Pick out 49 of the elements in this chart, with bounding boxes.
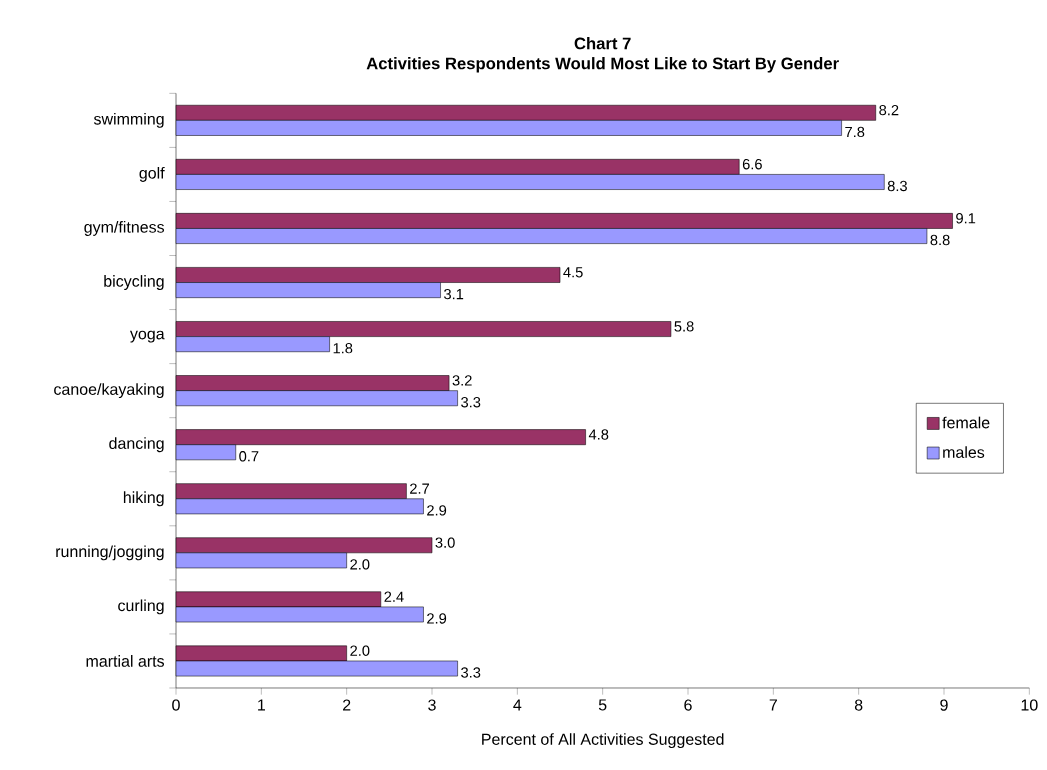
- chart-subtitle: Activities Respondents Would Most Like to Start By Gender: [366, 57, 839, 73]
- x-tick-label: 0: [172, 699, 180, 711]
- x-tick-label: 5: [598, 699, 607, 711]
- x-axis-title: Percent of All Activities Suggested: [482, 733, 724, 749]
- x-tick-label: 3: [428, 699, 436, 711]
- data-label: 3.3: [461, 667, 481, 678]
- data-label: 2.0: [350, 559, 370, 570]
- data-label: 2.0: [350, 645, 370, 656]
- data-label: 2.4: [384, 591, 404, 602]
- data-label: 7.8: [845, 126, 865, 138]
- chart-title: Chart 7: [574, 37, 631, 50]
- data-label: 3.2: [452, 375, 472, 386]
- x-tick-label: 1: [258, 699, 265, 711]
- legend-label: female: [942, 416, 990, 429]
- data-label: 2.9: [427, 505, 447, 516]
- data-label: 8.2: [879, 104, 899, 116]
- x-tick-label: 9: [940, 699, 948, 711]
- x-tick-label: 2: [343, 699, 351, 711]
- y-tick-label: curling: [118, 599, 164, 615]
- y-tick-label: martial arts: [86, 655, 165, 667]
- y-tick-label: gym/fitness: [84, 221, 165, 236]
- data-label: 3.1: [444, 288, 464, 300]
- data-label: 9.1: [956, 213, 976, 224]
- x-tick-label: 10: [1021, 699, 1038, 711]
- data-label: 4.5: [563, 267, 583, 278]
- y-tick-label: golf: [139, 166, 165, 182]
- y-tick-label: swimming: [93, 112, 164, 128]
- y-tick-label: bicycling: [104, 275, 164, 290]
- y-tick-label: yoga: [129, 330, 165, 343]
- x-tick-label: 7: [769, 699, 777, 711]
- data-label: 2.7: [410, 483, 429, 494]
- data-label: 1.8: [333, 342, 353, 354]
- x-tick-label: 6: [684, 699, 692, 711]
- data-label: 3.3: [461, 397, 481, 408]
- y-tick-label: hiking: [123, 491, 164, 507]
- data-label: 8.3: [887, 180, 907, 192]
- y-tick-label: dancing: [109, 437, 164, 453]
- x-tick-label: 4: [513, 699, 522, 711]
- data-label: 0.7: [239, 451, 259, 462]
- y-tick-label: running/jogging: [56, 545, 164, 561]
- data-label: 6.6: [742, 159, 762, 170]
- data-label: 3.0: [435, 537, 455, 548]
- data-label: 4.8: [588, 429, 609, 440]
- data-label: 5.8: [674, 321, 694, 332]
- data-label: 8.8: [930, 234, 950, 246]
- data-label: 2.9: [427, 613, 447, 624]
- legend-label: males: [943, 446, 985, 458]
- x-tick-label: 8: [854, 699, 863, 711]
- y-tick-label: canoe/kayaking: [54, 383, 164, 399]
